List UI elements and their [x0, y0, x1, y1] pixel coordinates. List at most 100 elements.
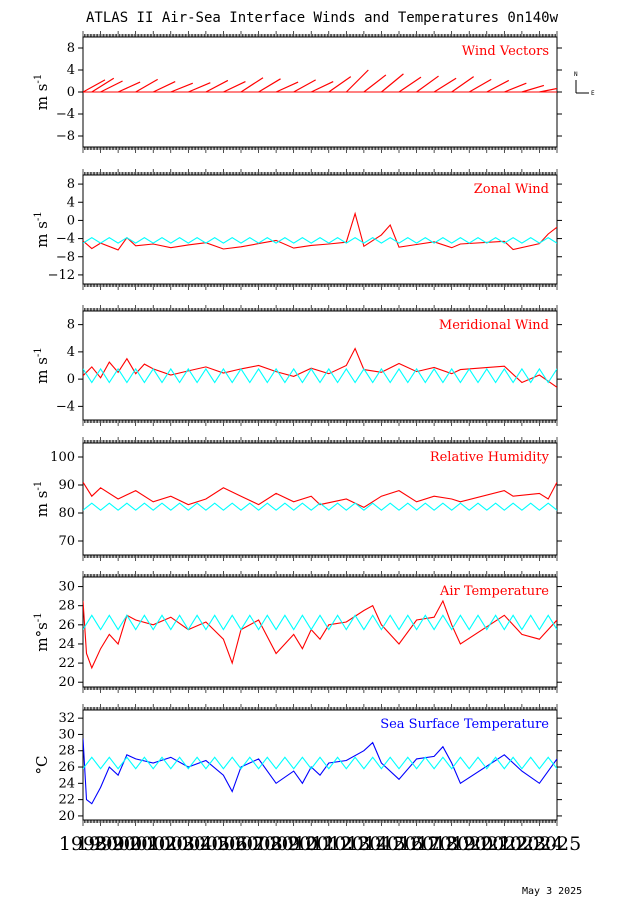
observed-line — [83, 481, 557, 509]
y-tick-label: 4 — [67, 195, 75, 210]
y-tick-label: 26 — [58, 760, 75, 775]
y-axis-label-exponent: -1 — [33, 481, 44, 491]
series-group — [83, 599, 557, 670]
legend-east-label: E — [591, 90, 595, 97]
series-group — [83, 481, 557, 511]
x-tick-label: 2020 — [445, 833, 493, 855]
y-tick-label: 0 — [67, 213, 75, 228]
x-tick-label: 2016 — [375, 833, 423, 855]
x-tick-label: 2021 — [463, 833, 511, 855]
panel-0: 8 4 0 −4 −8 m s-1 Wind Vectors — [33, 31, 562, 153]
wind-vector — [433, 77, 457, 93]
y-tick-label: 20 — [58, 675, 75, 690]
y-tick-label: 22 — [58, 793, 75, 808]
panel-label: Wind Vectors — [462, 44, 549, 59]
x-tick-label: 2022 — [480, 833, 528, 855]
series-group — [83, 69, 557, 93]
y-tick-label: −4 — [56, 107, 75, 122]
y-axis-label: m°s-1 — [33, 612, 51, 651]
x-tick-label: 2018 — [410, 833, 458, 855]
x-tick-label: 2002 — [129, 833, 177, 855]
y-tick-label: 30 — [58, 727, 75, 742]
x-tick-label: 2004 — [164, 833, 212, 855]
wind-vector — [468, 78, 492, 93]
x-tick-label: 2000 — [94, 833, 142, 855]
y-axis-label: °C — [33, 756, 51, 775]
wind-vector — [117, 81, 141, 93]
wind-vector — [240, 77, 264, 93]
y-tick-label: −4 — [56, 232, 75, 247]
y-axis-label: m s-1 — [33, 481, 51, 517]
y-tick-label: 0 — [67, 85, 75, 100]
y-axis-label-exponent: -1 — [33, 74, 44, 84]
observed-line — [83, 599, 557, 670]
y-tick-label: 26 — [58, 618, 75, 633]
wind-vector — [451, 76, 475, 93]
y-axis-label-exponent: -1 — [33, 612, 44, 622]
wind-vector — [152, 81, 176, 93]
panel-label: Zonal Wind — [474, 182, 549, 197]
y-tick-label: 80 — [58, 506, 75, 521]
wind-vector — [398, 76, 422, 93]
y-axis-label-base: m s — [33, 84, 51, 111]
wind-vector — [188, 82, 211, 93]
wind-vector — [223, 81, 246, 93]
y-tick-label: 24 — [58, 776, 75, 791]
wind-vector — [293, 79, 316, 93]
climatology-line — [83, 756, 557, 770]
x-tick-label: 2023 — [498, 833, 546, 855]
date-stamp: May 3 2025 — [522, 886, 582, 897]
chart-title: ATLAS II Air-Sea Interface Winds and Tem… — [86, 10, 559, 26]
x-tick-label: 2003 — [147, 833, 195, 855]
wind-vector — [539, 87, 557, 93]
y-tick-label: −4 — [56, 399, 75, 414]
y-tick-label: −8 — [56, 250, 75, 265]
wind-vector — [363, 74, 387, 93]
y-tick-label: 28 — [58, 599, 75, 614]
panel-label: Air Temperature — [439, 584, 549, 599]
y-axis-label-exponent: -1 — [33, 347, 44, 357]
observed-line — [83, 738, 557, 805]
y-axis-label: m s-1 — [33, 347, 51, 383]
x-tick-label: 2005 — [182, 833, 230, 855]
x-tick-label: 2024 — [515, 833, 563, 855]
y-tick-label: 24 — [58, 637, 75, 652]
x-axis-tick-labels: 1998199920002001200220032004200520062007… — [59, 833, 581, 855]
y-axis-label: m s-1 — [33, 74, 51, 110]
y-tick-label: 70 — [58, 534, 75, 549]
y-tick-label: 8 — [67, 318, 75, 333]
x-tick-label: 2019 — [427, 833, 475, 855]
climatology-line — [83, 367, 557, 384]
wind-vector — [135, 78, 158, 93]
y-axis-label-base: m°s — [33, 622, 51, 651]
y-tick-label: 4 — [67, 63, 75, 78]
wind-vector — [205, 79, 229, 93]
x-tick-label: 2011 — [287, 833, 335, 855]
wind-vector — [310, 81, 334, 93]
wind-vector — [345, 69, 369, 93]
x-tick-label: 2015 — [357, 833, 405, 855]
wind-vector — [91, 77, 115, 93]
y-tick-label: 0 — [67, 372, 75, 387]
panel-label: Relative Humidity — [430, 450, 550, 465]
x-tick-label: 2017 — [392, 833, 440, 855]
y-axis-label-base: m s — [33, 221, 51, 248]
wind-vector — [100, 80, 123, 93]
x-tick-label: 2012 — [305, 833, 353, 855]
wind-vector — [486, 79, 510, 93]
y-axis-label-base: m s — [33, 357, 51, 384]
y-tick-label: 8 — [67, 177, 75, 192]
wind-vector — [275, 81, 299, 93]
y-tick-label: 100 — [50, 450, 75, 465]
panel-label: Meridional Wind — [439, 318, 549, 333]
y-tick-label: 4 — [67, 345, 75, 360]
climatology-line — [83, 502, 557, 511]
y-axis-label: m s-1 — [33, 211, 51, 247]
panel-2: 8 4 0 −4 m s-1 Meridional Wind — [33, 305, 562, 426]
panel-4: 30 28 26 24 22 20 m°s-1 Air Temperature — [33, 571, 562, 693]
x-tick-label: 2014 — [340, 833, 388, 855]
series-group — [83, 211, 557, 251]
x-tick-label: 1998 — [59, 833, 107, 855]
